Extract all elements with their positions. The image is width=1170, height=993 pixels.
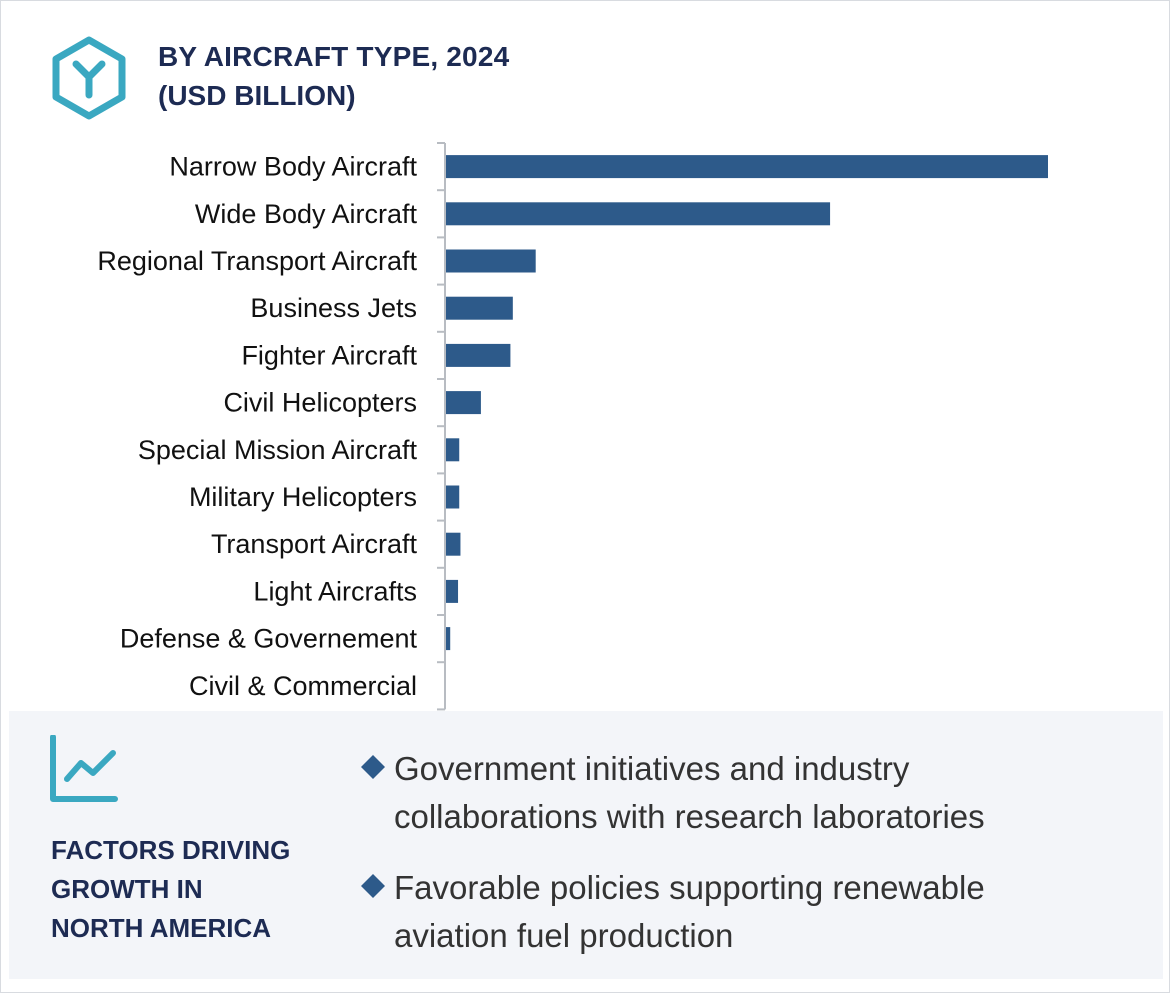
factor-text-line: Government initiatives and industry [394, 750, 910, 787]
bar [446, 343, 511, 367]
category-label: Wide Body Aircraft [195, 199, 418, 229]
factor-item: Government initiatives and industry coll… [359, 745, 1119, 841]
diamond-bullet-icon [361, 874, 385, 898]
factor-text-line: aviation fuel production [394, 917, 734, 954]
growth-factors-panel: FACTORS DRIVING GROWTH IN NORTH AMERICA … [9, 711, 1163, 979]
bar [446, 579, 459, 603]
line-chart-icon [50, 735, 118, 802]
category-label: Defense & Governement [120, 624, 418, 654]
category-label: Regional Transport Aircraft [97, 246, 417, 276]
bar [446, 296, 513, 320]
hexagon-y-icon [52, 36, 126, 120]
category-label: Special Mission Aircraft [138, 435, 418, 465]
chart-subtitle: (USD BILLION) [158, 80, 356, 111]
category-label: Business Jets [250, 293, 417, 323]
panel-heading-line: NORTH AMERICA [51, 913, 272, 943]
category-label: Military Helicopters [189, 482, 417, 512]
factor-item: Favorable policies supporting renewable … [359, 864, 1119, 960]
panel-heading: FACTORS DRIVING GROWTH IN NORTH AMERICA [51, 831, 331, 948]
diamond-bullet-icon [361, 755, 385, 779]
category-label: Transport Aircraft [211, 529, 418, 559]
chart-title: BY AIRCRAFT TYPE, 2024 [158, 41, 510, 72]
bar [446, 202, 831, 226]
bar [446, 155, 1048, 179]
bar [446, 391, 481, 415]
category-label: Narrow Body Aircraft [169, 152, 417, 182]
category-label: Light Aircrafts [253, 576, 417, 606]
category-label: Civil Helicopters [223, 388, 417, 418]
factor-text: Favorable policies supporting renewable … [394, 864, 1119, 960]
factor-text: Government initiatives and industry coll… [394, 745, 1119, 841]
bar [446, 485, 460, 509]
bar-chart: Narrow Body Aircraft Wide Body Aircraft Re… [97, 142, 1048, 711]
panel-heading-line: GROWTH IN [51, 874, 203, 904]
bar [446, 249, 536, 273]
category-label: Fighter Aircraft [241, 340, 417, 370]
panel-heading-line: FACTORS DRIVING [51, 835, 291, 865]
bar [446, 627, 451, 651]
bar [446, 438, 460, 462]
factor-text-line: Favorable policies supporting renewable [394, 869, 985, 906]
factor-text-line: collaborations with research laboratorie… [394, 798, 985, 835]
bar [446, 532, 461, 556]
category-label: Civil & Commercial [189, 671, 417, 701]
